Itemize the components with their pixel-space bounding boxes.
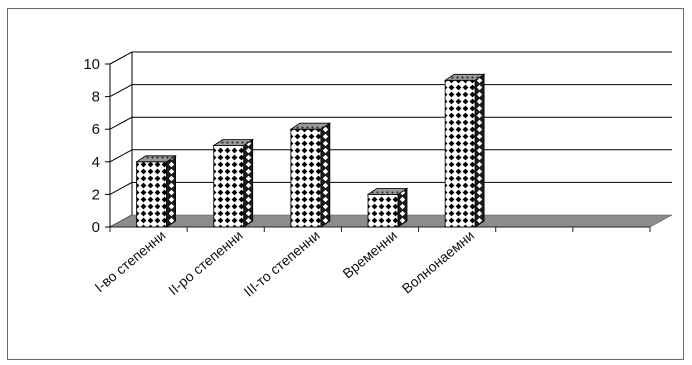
y-tick-label: 4 (92, 154, 100, 171)
bar-side (320, 122, 331, 228)
x-category-label: Временни (339, 227, 400, 281)
bar (289, 122, 332, 228)
y-axis-ticks: 0 2 4 6 8 10 (83, 56, 100, 236)
y-tick-label: 10 (83, 56, 100, 73)
x-category-label: I-во степенни (91, 227, 168, 295)
bar-side (474, 73, 485, 228)
bar-front (444, 79, 476, 228)
y-tick-label: 8 (92, 89, 100, 106)
y-tick-label: 2 (92, 186, 100, 203)
bar-top (212, 139, 255, 146)
bar-front (213, 145, 245, 228)
gridline-side (109, 116, 133, 130)
bar-top (289, 122, 332, 130)
chart-frame (7, 8, 684, 360)
bar-front (136, 161, 167, 228)
bar-front (367, 193, 399, 228)
gridline-side (109, 51, 133, 65)
bar-top (366, 187, 409, 195)
gridline-side (109, 149, 133, 163)
x-category-label: Волнонаемни (399, 227, 477, 296)
bar-side (243, 138, 254, 228)
bar-side (166, 155, 176, 228)
bar (443, 73, 486, 228)
bar-top (135, 155, 177, 163)
x-category-label: II-ро степенни (165, 227, 245, 298)
bars-layer (135, 73, 486, 228)
bar-top (443, 73, 486, 81)
bar (212, 138, 255, 228)
y-tick-label: 0 (92, 219, 100, 236)
bar (135, 155, 177, 228)
gridline-side (109, 181, 133, 195)
bar-front (290, 128, 322, 228)
y-tick-label: 6 (92, 121, 100, 138)
x-category-label: III-то степенни (241, 227, 323, 300)
gridline-side (109, 84, 133, 98)
bar (366, 187, 409, 228)
bar-side (397, 187, 408, 228)
